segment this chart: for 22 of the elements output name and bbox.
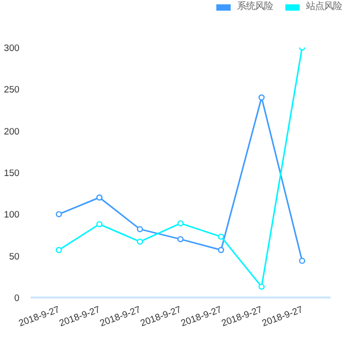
point	[136, 238, 144, 245]
y-tick-label: 0	[14, 293, 20, 303]
point	[218, 234, 224, 240]
y-tick-label: 250	[4, 84, 20, 95]
point	[299, 258, 306, 264]
y-tick-label: 50	[9, 251, 20, 262]
legend-label: 系统风险	[237, 0, 273, 13]
point	[136, 226, 144, 232]
point	[96, 221, 103, 228]
point	[258, 94, 265, 101]
legend-label: 站点风险	[306, 0, 342, 13]
point	[177, 236, 184, 242]
point	[258, 284, 265, 290]
y-tick-label: 150	[4, 168, 20, 178]
point	[218, 246, 224, 254]
point	[96, 194, 103, 201]
point	[177, 220, 184, 226]
point	[56, 211, 62, 218]
point	[56, 246, 62, 254]
y-tick-label: 300	[4, 43, 20, 53]
y-tick-label: 200	[4, 126, 20, 136]
y-tick-label: 100	[4, 210, 20, 220]
